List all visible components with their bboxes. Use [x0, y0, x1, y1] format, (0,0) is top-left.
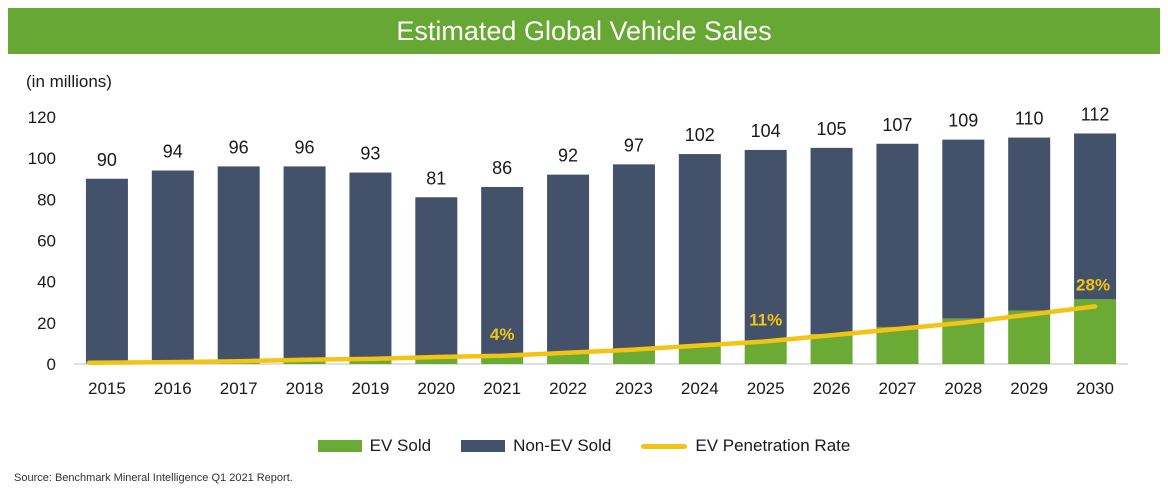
legend-item-ev: EV Sold [317, 436, 432, 456]
y-tick-label: 40 [37, 273, 56, 292]
bar-total-label: 105 [817, 119, 847, 139]
x-tick-label: 2017 [220, 379, 258, 398]
x-tick-label: 2028 [944, 379, 982, 398]
bar-total-label: 102 [685, 125, 715, 145]
bar-non-ev [85, 178, 128, 363]
bar-non-ev [217, 166, 260, 362]
bar-ev [876, 326, 919, 364]
bar-total-label: 93 [360, 144, 380, 164]
x-tick-label: 2021 [483, 379, 521, 398]
bar-non-ev [612, 164, 655, 350]
x-tick-label: 2026 [813, 379, 851, 398]
x-tick-label: 2019 [352, 379, 390, 398]
legend-swatch-ev [317, 440, 362, 452]
bar-ev [678, 345, 721, 364]
x-tick-label: 2020 [417, 379, 455, 398]
bar-total-label: 107 [882, 115, 912, 135]
rate-data-label: 28% [1076, 275, 1110, 294]
bar-total-label: 112 [1081, 104, 1110, 124]
bar-total-label: 109 [948, 111, 978, 131]
bar-non-ev [1008, 137, 1051, 311]
legend-item-rate: EV Penetration Rate [641, 436, 850, 456]
source-note: Source: Benchmark Mineral Intelligence Q… [14, 472, 293, 484]
y-tick-label: 20 [37, 314, 56, 333]
bar-total-label: 94 [163, 142, 183, 162]
y-tick-label: 0 [47, 355, 56, 374]
stacked-bar-chart: 0 20 40 60 80 100 120 90 2015 94 2016 96 2017 96 2018 9… [28, 104, 1128, 398]
y-tick-label: 120 [28, 108, 56, 127]
rate-data-label: 11% [749, 310, 782, 329]
x-tick-label: 2029 [1010, 379, 1048, 398]
bar-non-ev [283, 166, 326, 360]
y-tick-label: 80 [37, 190, 56, 209]
x-tick-label: 2030 [1076, 379, 1114, 398]
x-tick-label: 2025 [747, 379, 785, 398]
rate-line [86, 304, 1098, 366]
bar-total-label: 90 [97, 150, 117, 170]
bar-non-ev [678, 154, 721, 346]
legend-item-non-ev: Non-EV Sold [461, 436, 611, 456]
bar-total-label: 96 [295, 137, 315, 157]
bar-non-ev [547, 174, 590, 354]
bar-total-label: 86 [492, 158, 512, 178]
bar-ev [612, 349, 655, 364]
bar-non-ev [349, 172, 392, 360]
bar-total-label: 96 [229, 137, 249, 157]
bar-total-label: 97 [624, 135, 644, 155]
bar-non-ev [744, 149, 787, 341]
x-tick-label: 2024 [681, 379, 719, 398]
legend-swatch-non-ev [461, 440, 506, 452]
x-tick-label: 2018 [286, 379, 324, 398]
x-tick-label: 2022 [549, 379, 587, 398]
bar-non-ev [151, 170, 194, 363]
bar-total-label: 110 [1015, 109, 1044, 129]
bar-total-label: 104 [751, 121, 781, 141]
x-tick-label: 2023 [615, 379, 653, 398]
bar-non-ev [942, 139, 985, 319]
legend-label-rate: EV Penetration Rate [695, 436, 851, 455]
rate-data-label: 4% [490, 325, 515, 344]
bar-non-ev [876, 143, 919, 327]
bar-total-label: 92 [558, 146, 578, 166]
x-tick-label: 2016 [154, 379, 192, 398]
legend: EV Sold Non-EV Sold EV Penetration Rate [0, 436, 1168, 456]
bar-ev [744, 340, 787, 364]
chart-title: Estimated Global Vehicle Sales [8, 8, 1160, 54]
x-tick-label: 2027 [879, 379, 917, 398]
legend-swatch-rate [641, 443, 688, 449]
y-tick-label: 100 [28, 149, 56, 168]
bar-ev [810, 334, 853, 364]
bar-ev [349, 359, 392, 364]
bar-non-ev [810, 147, 853, 335]
y-tick-label: 60 [37, 232, 56, 251]
unit-note: (in millions) [26, 72, 112, 91]
bar-non-ev [1074, 133, 1117, 300]
bar-total-label: 81 [426, 168, 446, 188]
bar-ev [1008, 310, 1051, 364]
bar-ev [481, 357, 524, 364]
bar-non-ev [415, 197, 458, 358]
bar-non-ev [481, 186, 524, 358]
bar-ev [415, 357, 458, 364]
bar-ev [547, 353, 590, 364]
legend-label-non-ev: Non-EV Sold [513, 436, 612, 455]
legend-label-ev: EV Sold [369, 436, 432, 455]
x-tick-label: 2015 [88, 379, 126, 398]
